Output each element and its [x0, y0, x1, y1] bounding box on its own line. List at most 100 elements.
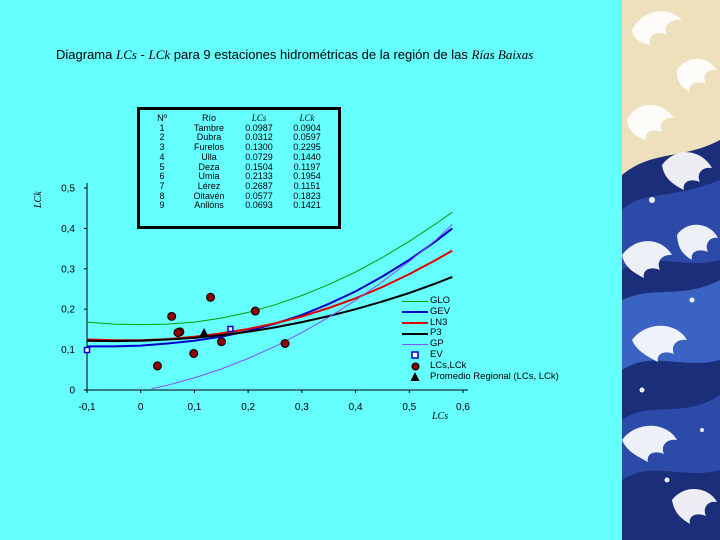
legend-entry: LCs,LCk	[400, 359, 559, 372]
table-cell: 0.1504	[245, 161, 273, 172]
table-header-row: Nº Río LCs LCk	[142, 113, 332, 124]
table-cell: 0.0987	[245, 122, 273, 133]
y-tick-label: 0,5	[61, 184, 75, 195]
table-cell: 0.1823	[293, 190, 321, 201]
legend-swatch	[400, 318, 430, 328]
table-header-cell: LCs	[251, 113, 267, 123]
x-tick-label: 0,5	[402, 402, 416, 413]
table-cell: 0.1440	[293, 151, 321, 162]
x-tick-label: 0,1	[187, 402, 201, 413]
series-line-glo	[86, 211, 453, 326]
table-cell: 0.0312	[245, 132, 273, 143]
y-tick-label: 0,2	[61, 305, 75, 316]
legend-label: GLO	[430, 295, 451, 306]
legend-label: LCs,LCk	[430, 359, 467, 371]
table-cell: Anllóns	[194, 200, 224, 211]
table-cell: 8	[159, 190, 165, 201]
table-cell: 4	[159, 151, 165, 162]
table-cell: 2	[159, 132, 165, 143]
table-cell: 7	[159, 180, 165, 191]
table-row: 2 Dubra 0.0312 0.0597	[142, 133, 332, 143]
table-cell: 0.1421	[293, 200, 321, 211]
x-tick-label: 0,4	[349, 402, 363, 413]
legend-entry: Promedio Regional (LCs, LCk)	[400, 371, 559, 383]
legend-swatch	[400, 350, 430, 360]
legend-swatch	[400, 296, 430, 306]
table-cell: 0.1300	[245, 142, 273, 153]
y-tick-label: 0,1	[61, 345, 75, 356]
table-cell: Oitavén	[193, 190, 225, 201]
table-cell: 9	[159, 200, 165, 211]
table-cell: 0.0729	[245, 151, 273, 162]
legend-swatch	[400, 361, 430, 371]
series-line-gp	[151, 224, 453, 390]
station-point	[189, 348, 199, 358]
table-row: 3 Furelos 0.1300 0.2295	[142, 142, 332, 153]
table-row: 8 Oitavén 0.0577 0.1823	[142, 190, 332, 202]
table-header-cell: Nº	[157, 113, 167, 123]
stations-table: Nº Río LCs LCk 1 Tambre 0.0987 0.0904 2 Dubra 0.0…	[137, 107, 341, 229]
chart-legend: GLO GEV LN3 P3 GP EV LCs,LCk Promedio Regional …	[400, 295, 559, 383]
legend-entry: P3	[400, 328, 559, 339]
legend-swatch	[400, 307, 430, 317]
table-cell: 0.2133	[245, 171, 273, 182]
table-row: 4 Ulla 0.0729 0.1440	[142, 151, 332, 163]
legend-swatch	[400, 329, 430, 339]
series-line-ln3	[86, 249, 453, 342]
station-point	[167, 311, 177, 321]
legend-swatch	[400, 340, 430, 350]
series-lines	[86, 211, 453, 390]
table-cell: 0.2687	[245, 180, 273, 191]
series-line-p3	[86, 275, 453, 343]
station-point	[280, 338, 290, 348]
x-tick-label: 0,3	[295, 402, 309, 413]
table-cell: 0.2295	[293, 142, 321, 153]
y-axis-label: LCk	[33, 191, 44, 208]
table-row: 1 Tambre 0.0987 0.0904	[142, 122, 332, 134]
x-tick-label: 0,6	[456, 402, 470, 413]
legend-entry: LN3	[400, 316, 559, 329]
chart-title: Diagrama LCs - LCk para 9 estaciones hid…	[56, 47, 534, 62]
table-row: 6 Umia 0.2133 0.1954	[142, 172, 332, 182]
ev-point	[227, 325, 234, 333]
x-tick-label: 0,2	[241, 402, 255, 413]
series-markers	[83, 292, 290, 371]
table-cell: 0.1954	[293, 171, 321, 182]
table-cell: 6	[159, 171, 165, 182]
x-axis-label: LCs	[432, 411, 449, 422]
legend-label: LN3	[430, 316, 448, 328]
station-point	[250, 306, 260, 316]
table-body: 1 Tambre 0.0987 0.0904 2 Dubra 0.0312 0.0597 3 Fu…	[142, 122, 332, 211]
chart-plot: 00,10,20,30,40,5-0,1 0 0,1 0,2 0,3 0,4 0,5 0,6	[61, 183, 470, 413]
legend-entry: GP	[400, 338, 559, 350]
legend-label: P3	[430, 327, 442, 339]
table-cell: Furelos	[193, 142, 224, 153]
station-point	[152, 361, 162, 371]
table-cell: 0.1151	[293, 180, 321, 191]
table-row: 7 Lérez 0.2687 0.1151	[142, 180, 332, 192]
table-header-cell: Río	[201, 113, 216, 123]
table-cell: 3	[159, 142, 165, 153]
station-point	[217, 337, 227, 347]
table-cell: 5	[159, 161, 165, 172]
y-tick-label: 0,3	[61, 264, 75, 275]
y-tick-label: 0	[69, 386, 75, 397]
legend-label: GEV	[430, 305, 451, 317]
station-point	[173, 328, 183, 338]
table-cell: 0.1197	[293, 161, 321, 172]
table-row: 9 Anllóns 0.0693 0.1421	[142, 201, 332, 211]
x-tick-label: 0	[138, 402, 144, 413]
table-cell: Ulla	[201, 151, 217, 162]
legend-entry: GLO	[400, 295, 559, 307]
table-header-cell: LCk	[299, 113, 315, 123]
legend-label: EV	[430, 348, 443, 360]
table-cell: Umia	[198, 171, 220, 182]
station-point	[206, 292, 216, 302]
legend-swatch	[400, 371, 430, 382]
wave-decoration	[622, 0, 720, 540]
table-cell: Dubra	[196, 132, 222, 143]
regional-average-point	[199, 328, 209, 337]
table-cell: 1	[159, 122, 165, 133]
legend-entry: GEV	[400, 305, 559, 318]
